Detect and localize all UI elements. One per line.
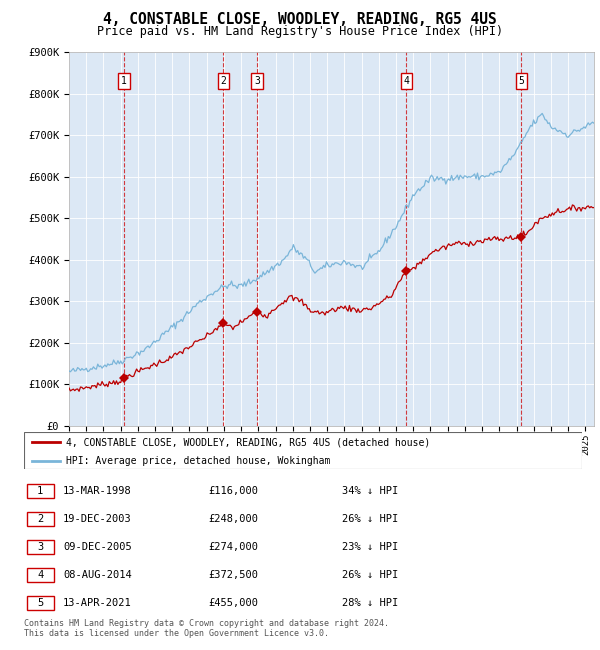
Bar [27, 568, 53, 582]
Text: 4: 4 [403, 76, 409, 86]
Text: £274,000: £274,000 [208, 542, 258, 552]
Text: Contains HM Land Registry data © Crown copyright and database right 2024.
This d: Contains HM Land Registry data © Crown c… [24, 619, 389, 638]
Bar [27, 540, 53, 554]
Text: 19-DEC-2003: 19-DEC-2003 [63, 514, 132, 524]
Bar [27, 596, 53, 610]
Text: 5: 5 [518, 76, 524, 86]
Text: 4, CONSTABLE CLOSE, WOODLEY, READING, RG5 4US (detached house): 4, CONSTABLE CLOSE, WOODLEY, READING, RG… [66, 437, 430, 447]
Text: £372,500: £372,500 [208, 570, 258, 580]
Text: 13-APR-2021: 13-APR-2021 [63, 598, 132, 608]
Text: Price paid vs. HM Land Registry's House Price Index (HPI): Price paid vs. HM Land Registry's House … [97, 25, 503, 38]
Text: £248,000: £248,000 [208, 514, 258, 524]
Text: 13-MAR-1998: 13-MAR-1998 [63, 486, 132, 496]
Text: 5: 5 [37, 598, 43, 608]
Text: 3: 3 [37, 542, 43, 552]
Text: £455,000: £455,000 [208, 598, 258, 608]
Text: 26% ↓ HPI: 26% ↓ HPI [342, 570, 398, 580]
Text: 2: 2 [220, 76, 226, 86]
Text: 34% ↓ HPI: 34% ↓ HPI [342, 486, 398, 496]
Text: 2: 2 [37, 514, 43, 524]
Text: 1: 1 [121, 76, 127, 86]
Text: HPI: Average price, detached house, Wokingham: HPI: Average price, detached house, Woki… [66, 456, 330, 466]
Text: £116,000: £116,000 [208, 486, 258, 496]
Text: 23% ↓ HPI: 23% ↓ HPI [342, 542, 398, 552]
Text: 08-AUG-2014: 08-AUG-2014 [63, 570, 132, 580]
Bar [27, 512, 53, 527]
Text: 09-DEC-2005: 09-DEC-2005 [63, 542, 132, 552]
Text: 4, CONSTABLE CLOSE, WOODLEY, READING, RG5 4US: 4, CONSTABLE CLOSE, WOODLEY, READING, RG… [103, 12, 497, 27]
Text: 28% ↓ HPI: 28% ↓ HPI [342, 598, 398, 608]
Bar [27, 484, 53, 499]
Text: 4: 4 [37, 570, 43, 580]
Text: 26% ↓ HPI: 26% ↓ HPI [342, 514, 398, 524]
Text: 1: 1 [37, 486, 43, 496]
Text: 3: 3 [254, 76, 260, 86]
